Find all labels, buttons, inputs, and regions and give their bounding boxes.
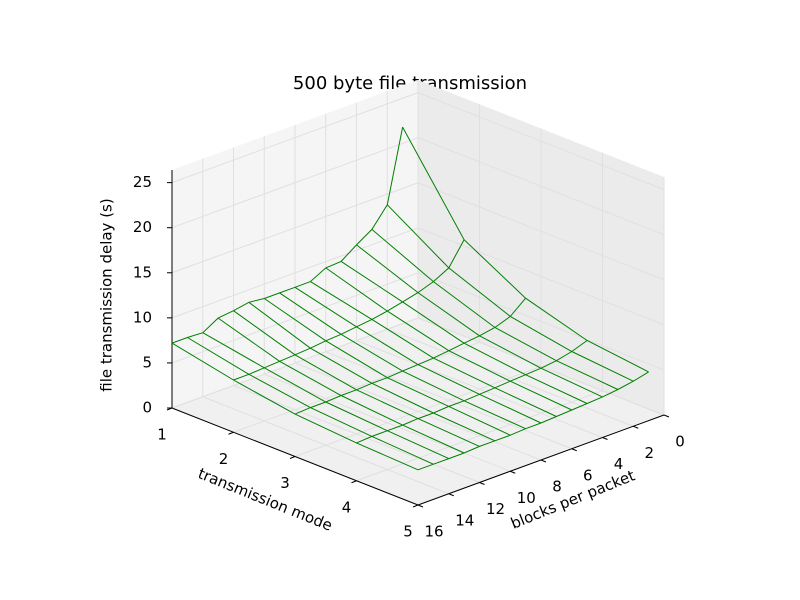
y-tick-label: 4 bbox=[614, 455, 624, 473]
z-tick-label: 15 bbox=[133, 263, 152, 281]
wire-column bbox=[248, 301, 496, 442]
grid-line bbox=[171, 272, 419, 364]
x-tick-label: 4 bbox=[342, 498, 352, 516]
y-tick-label: 14 bbox=[455, 511, 474, 529]
x-tick bbox=[289, 456, 296, 459]
wire-column bbox=[371, 229, 619, 390]
x-tick-label: 5 bbox=[403, 523, 413, 541]
wire-column bbox=[402, 126, 649, 373]
x-axis-label: transmission mode bbox=[195, 464, 334, 534]
x-tick-label: 3 bbox=[280, 474, 290, 492]
wire-row bbox=[171, 127, 404, 344]
y-tick-label: 8 bbox=[552, 478, 562, 496]
wire-column bbox=[340, 260, 588, 404]
y-tick bbox=[510, 470, 516, 474]
x-tick-label: 1 bbox=[157, 426, 167, 444]
y-tick bbox=[540, 459, 547, 463]
wire-column bbox=[325, 267, 573, 411]
y-tick-label: 10 bbox=[517, 489, 536, 507]
grid-line bbox=[387, 328, 634, 427]
wire-column bbox=[356, 244, 603, 398]
x-tick bbox=[351, 480, 357, 484]
wire-row bbox=[294, 297, 526, 415]
x-tick bbox=[228, 431, 234, 435]
grid-line bbox=[233, 385, 480, 483]
z-tick-label: 5 bbox=[142, 353, 152, 371]
wire-column bbox=[310, 281, 557, 417]
y-tick bbox=[663, 414, 670, 418]
y-tick-label: 0 bbox=[675, 433, 685, 451]
wire-column bbox=[217, 317, 465, 454]
grid-line bbox=[417, 92, 665, 191]
grid-line bbox=[417, 317, 665, 416]
grid-line bbox=[325, 351, 572, 450]
wire-row bbox=[233, 239, 465, 381]
grid-line bbox=[417, 182, 665, 281]
z-tick-label: 25 bbox=[133, 173, 152, 191]
x-tick-label: 2 bbox=[219, 450, 229, 468]
y-tick bbox=[417, 504, 424, 508]
z-tick-label: 0 bbox=[142, 399, 152, 417]
wire-column bbox=[386, 204, 634, 382]
wire-column bbox=[264, 298, 511, 436]
y-tick-label: 12 bbox=[486, 500, 505, 518]
wire-column bbox=[202, 332, 450, 460]
grid-line bbox=[356, 340, 603, 438]
wire-column bbox=[279, 292, 526, 430]
grid-line bbox=[171, 317, 419, 409]
y-tick bbox=[448, 493, 454, 497]
grid-line bbox=[417, 227, 665, 326]
z-tick-label: 20 bbox=[133, 218, 152, 236]
y-tick-label: 16 bbox=[424, 523, 443, 541]
wire-row bbox=[417, 371, 649, 471]
wire-column bbox=[233, 310, 480, 447]
wire-column bbox=[187, 337, 434, 465]
z-axis-label: file transmission delay (s) bbox=[98, 198, 116, 391]
grid-line bbox=[171, 227, 419, 319]
grid-line bbox=[417, 137, 665, 236]
wire-column bbox=[171, 342, 419, 471]
grid-line bbox=[294, 362, 542, 461]
grid-line bbox=[171, 92, 419, 184]
x-tick bbox=[412, 504, 419, 508]
wire-row bbox=[356, 340, 588, 444]
y-tick bbox=[602, 437, 608, 440]
grid-line bbox=[417, 272, 665, 371]
y-tick-label: 2 bbox=[644, 444, 654, 462]
y-tick bbox=[479, 482, 485, 485]
y-tick bbox=[633, 425, 639, 429]
z-tick-label: 10 bbox=[133, 308, 152, 326]
y-tick-label: 6 bbox=[583, 466, 593, 484]
grid-line bbox=[171, 137, 419, 229]
wire-column bbox=[294, 286, 542, 424]
grid-line bbox=[202, 396, 449, 495]
y-tick bbox=[571, 448, 577, 452]
grid-line bbox=[171, 182, 419, 274]
